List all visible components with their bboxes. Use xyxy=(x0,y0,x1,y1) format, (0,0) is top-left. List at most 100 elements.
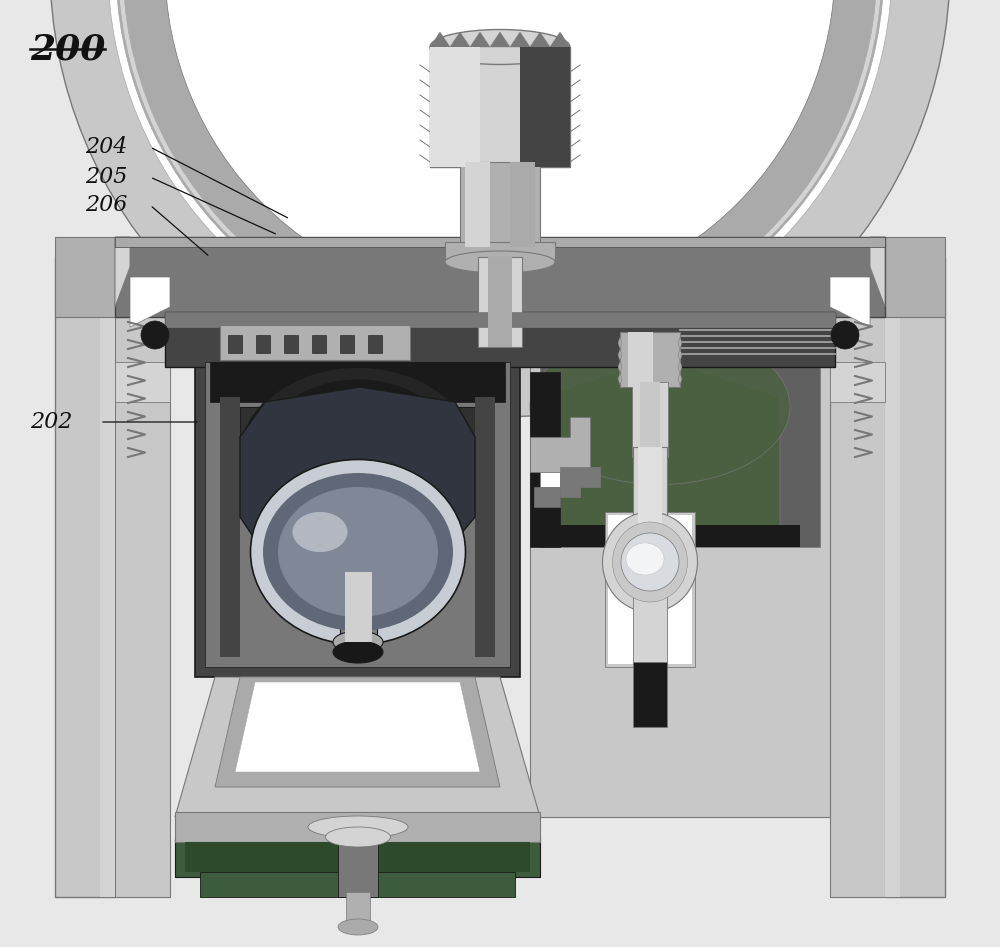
Bar xyxy=(540,525,800,547)
Bar xyxy=(220,397,240,657)
Polygon shape xyxy=(678,361,682,373)
Bar xyxy=(165,312,835,327)
Bar xyxy=(175,837,540,877)
Text: 205: 205 xyxy=(85,166,127,188)
Bar xyxy=(445,242,555,262)
Bar xyxy=(633,572,667,667)
Ellipse shape xyxy=(258,380,458,534)
Bar xyxy=(530,357,830,817)
Ellipse shape xyxy=(621,533,679,591)
Bar xyxy=(638,447,662,557)
Wedge shape xyxy=(118,0,882,349)
Bar xyxy=(55,257,115,897)
Bar xyxy=(115,312,170,897)
Bar xyxy=(620,332,680,387)
Polygon shape xyxy=(550,32,570,47)
Bar xyxy=(345,572,372,642)
Bar xyxy=(430,47,480,167)
Polygon shape xyxy=(130,277,170,327)
Bar xyxy=(195,362,520,677)
Polygon shape xyxy=(870,237,885,307)
Polygon shape xyxy=(510,32,530,47)
Ellipse shape xyxy=(831,321,859,349)
Ellipse shape xyxy=(612,522,688,602)
Bar xyxy=(368,335,382,353)
Bar xyxy=(312,335,326,353)
Bar xyxy=(885,257,900,897)
Text: 204: 204 xyxy=(85,136,127,158)
Bar xyxy=(830,362,885,402)
Wedge shape xyxy=(165,0,835,302)
Ellipse shape xyxy=(250,459,466,645)
Bar xyxy=(165,312,835,367)
Bar xyxy=(628,332,653,387)
Polygon shape xyxy=(678,349,682,361)
Ellipse shape xyxy=(530,330,790,485)
Ellipse shape xyxy=(278,487,438,617)
Wedge shape xyxy=(110,0,890,357)
Bar xyxy=(885,257,945,897)
Bar xyxy=(530,372,560,547)
Bar xyxy=(475,397,495,657)
Text: 200: 200 xyxy=(30,32,105,66)
Polygon shape xyxy=(530,32,550,47)
Ellipse shape xyxy=(141,321,169,349)
Bar xyxy=(338,837,378,897)
Ellipse shape xyxy=(326,827,390,847)
Bar xyxy=(633,662,667,727)
Bar xyxy=(632,382,668,457)
Text: 202: 202 xyxy=(30,411,72,433)
Bar xyxy=(256,335,270,353)
Polygon shape xyxy=(490,32,510,47)
Ellipse shape xyxy=(333,641,383,663)
Bar xyxy=(340,335,354,353)
Bar xyxy=(608,515,692,664)
Ellipse shape xyxy=(430,29,570,64)
Ellipse shape xyxy=(308,816,408,838)
Polygon shape xyxy=(540,357,780,537)
Ellipse shape xyxy=(602,512,698,612)
Ellipse shape xyxy=(626,543,664,575)
Polygon shape xyxy=(678,373,682,385)
Ellipse shape xyxy=(445,251,555,273)
Ellipse shape xyxy=(338,919,378,935)
Bar xyxy=(205,362,510,667)
Polygon shape xyxy=(618,361,622,373)
Polygon shape xyxy=(678,337,682,349)
Ellipse shape xyxy=(292,512,348,552)
Polygon shape xyxy=(830,277,870,327)
Polygon shape xyxy=(215,677,500,787)
Polygon shape xyxy=(618,337,622,349)
Polygon shape xyxy=(115,237,130,307)
Bar xyxy=(220,325,410,360)
Bar xyxy=(540,457,560,487)
Polygon shape xyxy=(240,387,475,547)
Bar xyxy=(210,362,505,402)
Polygon shape xyxy=(618,373,622,385)
Bar xyxy=(640,382,660,457)
Bar xyxy=(115,237,885,317)
Polygon shape xyxy=(470,32,490,47)
Bar xyxy=(478,257,522,347)
Bar xyxy=(346,892,370,927)
Polygon shape xyxy=(560,467,600,497)
Polygon shape xyxy=(235,682,480,772)
Bar xyxy=(605,512,695,667)
Bar xyxy=(100,257,115,897)
Bar xyxy=(488,257,512,347)
Bar xyxy=(240,407,475,517)
Bar xyxy=(460,162,540,247)
Wedge shape xyxy=(50,0,950,417)
Bar xyxy=(175,812,540,842)
Polygon shape xyxy=(618,349,622,361)
Ellipse shape xyxy=(333,631,383,653)
Bar xyxy=(633,447,667,557)
Bar xyxy=(510,162,535,247)
Wedge shape xyxy=(108,0,892,359)
Bar xyxy=(340,572,377,642)
Bar xyxy=(200,872,515,897)
Polygon shape xyxy=(530,417,590,472)
Bar xyxy=(115,362,170,402)
Bar xyxy=(284,335,298,353)
Polygon shape xyxy=(870,237,945,317)
